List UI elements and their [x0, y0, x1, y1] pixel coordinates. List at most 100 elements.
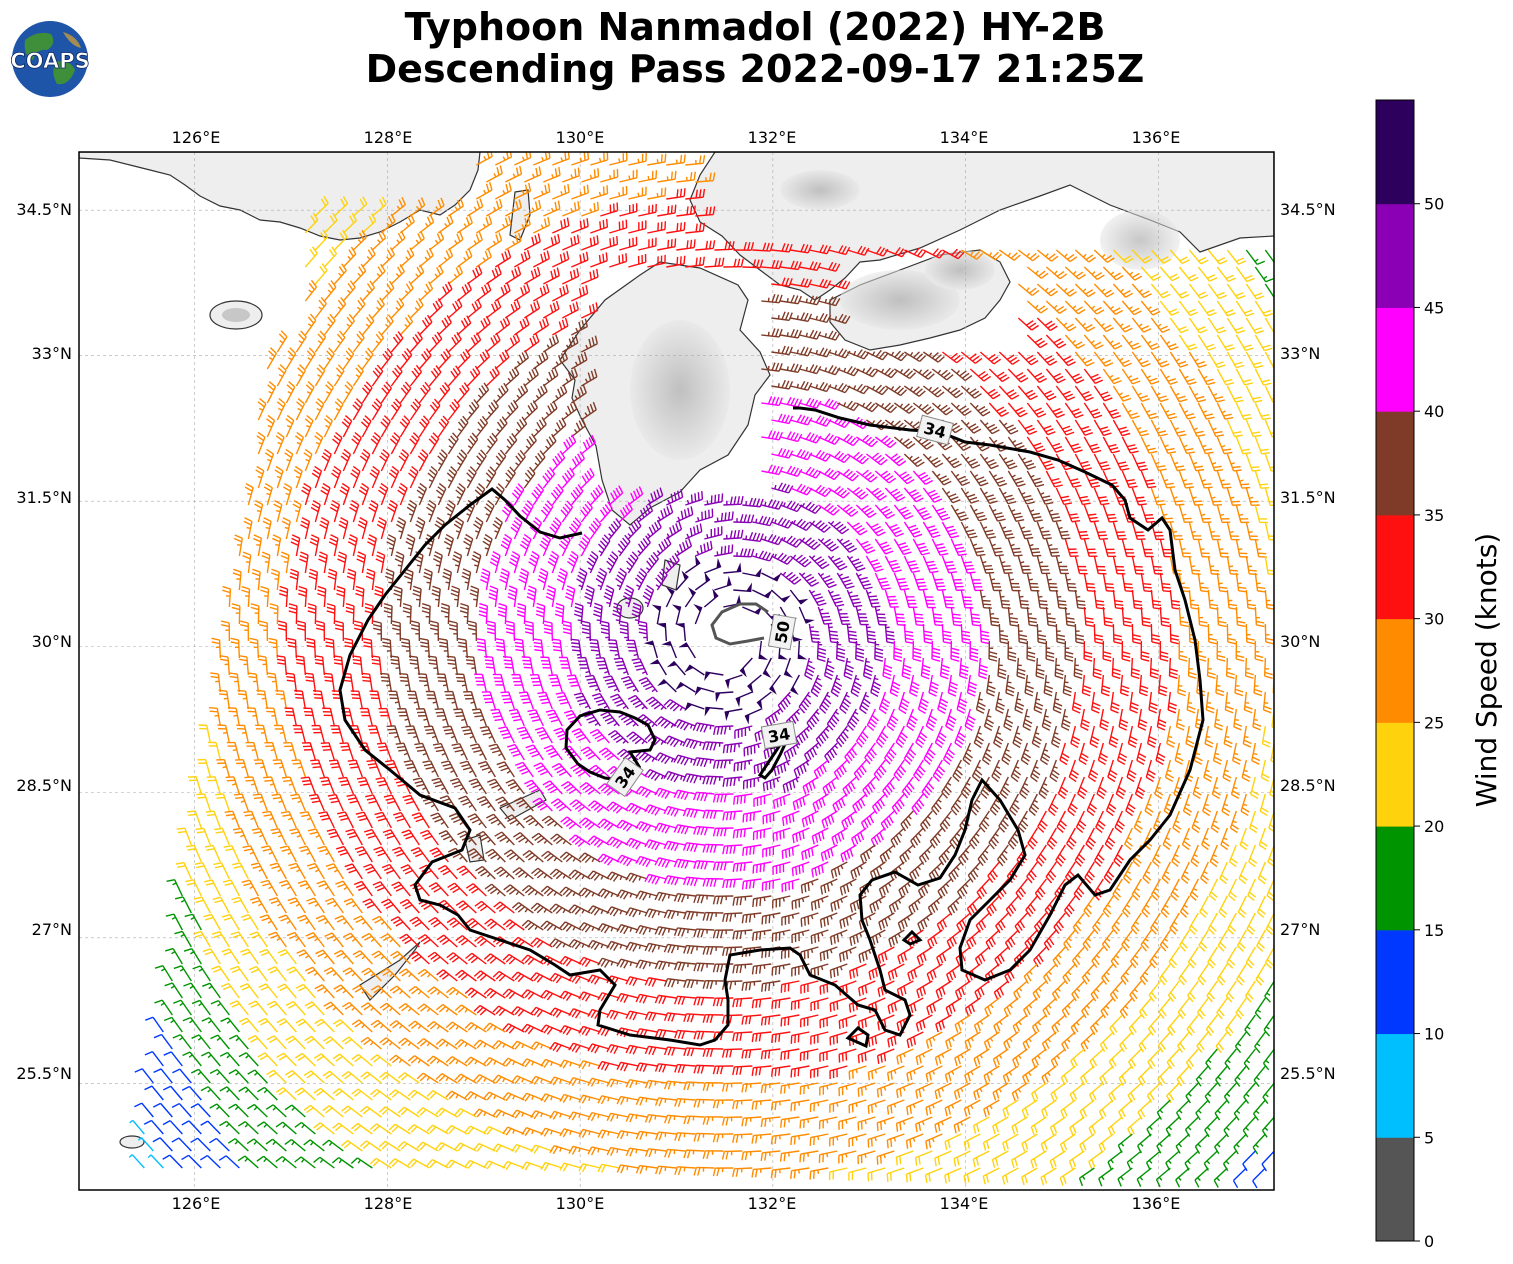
wind-barbs [128, 152, 1274, 1189]
wind-barb [1045, 300, 1067, 314]
colorbar-tick-label: 30 [1424, 610, 1444, 629]
wind-barb [352, 297, 366, 319]
wind-barb [532, 317, 550, 336]
wind-barb [695, 206, 716, 217]
wind-barb [771, 345, 793, 356]
wind-barb [466, 231, 483, 251]
wind-barb [960, 249, 984, 260]
wind-barb [828, 313, 851, 324]
wind-barb [960, 385, 982, 399]
wind-barb [361, 246, 376, 268]
wind-barb [1026, 334, 1048, 349]
wind-barb [533, 152, 551, 166]
wind-barb [771, 311, 793, 322]
wind-barb [562, 234, 580, 251]
wind-barb [1207, 317, 1227, 334]
wind-barb [485, 232, 503, 251]
wind-barb [380, 213, 396, 234]
wind-barb [494, 316, 511, 336]
wind-barb [418, 348, 432, 370]
wind-barb [628, 186, 647, 200]
wind-barb [380, 314, 394, 336]
lon-ticks-top: 126°E 128°E 130°E 132°E 134°E 136°E [172, 128, 1181, 147]
wind-barb [524, 233, 541, 251]
wind-barb [342, 213, 357, 234]
wind-barb [428, 298, 444, 319]
wind-barb [456, 315, 472, 336]
colorbar-bin [1376, 826, 1414, 931]
wind-barb [1055, 283, 1077, 297]
wind-barb [1207, 283, 1227, 300]
wind-barb [447, 331, 462, 353]
wind-barb [590, 152, 609, 166]
wind-barb [371, 297, 385, 319]
colorbar-bin [1376, 100, 1414, 205]
colorbar-bin [1376, 203, 1414, 308]
wind-barb [1036, 283, 1059, 297]
wind-barb [761, 328, 783, 338]
wind-barb [1150, 249, 1172, 264]
wind-barb [409, 331, 423, 353]
wind-barb [998, 249, 1021, 261]
wind-barb [437, 281, 453, 302]
wind-barb [399, 213, 415, 234]
wind-barb [1121, 300, 1142, 316]
wind-barb [437, 315, 452, 336]
wind-barb [314, 229, 329, 251]
wind-barb [1197, 300, 1217, 317]
wind-barb [399, 314, 414, 336]
colorbar-bin [1376, 722, 1414, 827]
wind-barb [504, 366, 520, 387]
wind-barb [1169, 249, 1190, 265]
wind-barb [542, 367, 559, 387]
wind-barb [543, 200, 561, 217]
wind-barb [475, 215, 493, 234]
wind-barb [447, 264, 464, 285]
wind-barb [647, 187, 667, 200]
wind-barb [276, 330, 288, 353]
wind-barb [1121, 334, 1142, 350]
colorbar-tick-label: 45 [1424, 298, 1444, 317]
wind-barb [1140, 368, 1160, 385]
wind-barb [504, 333, 521, 353]
wind-barb [1140, 266, 1161, 282]
wind-barb [314, 195, 329, 217]
wind-barb [476, 181, 493, 200]
wind-barb [437, 248, 454, 268]
wind-barb [780, 294, 802, 305]
wind-barb [333, 229, 348, 251]
wind-barb [1207, 385, 1225, 403]
wind-barb [342, 280, 356, 302]
wind-barb [552, 251, 570, 268]
wind-barb [1226, 283, 1246, 300]
wind-barb [1131, 249, 1153, 264]
wind-barb [581, 268, 599, 285]
wind-barb [562, 268, 580, 285]
wind-barb [1102, 334, 1123, 350]
wind-barb [532, 350, 549, 370]
wind-barb [1188, 385, 1207, 403]
lat-ticks-right: 34.5°N 33°N 31.5°N 30°N 28.5°N 27°N 25.5… [1280, 200, 1336, 1083]
colorbar-label: Wind Speed (knots) [1470, 533, 1503, 807]
wind-barb [931, 368, 954, 381]
wind-barb [1093, 385, 1113, 402]
wind-barb [428, 331, 443, 353]
wind-barb [409, 197, 426, 217]
wind-barb [923, 248, 946, 259]
logo-text: COAPS [11, 49, 89, 73]
wind-barb [543, 166, 561, 183]
coaps-logo: COAPS [11, 21, 89, 97]
wind-barb [609, 219, 628, 234]
wind-barb [799, 364, 822, 375]
wind-barb [1169, 385, 1188, 403]
wind-barb [333, 364, 345, 387]
wind-barb [295, 364, 306, 387]
wind-barb [1055, 351, 1076, 367]
wind-barb [352, 364, 364, 387]
wind-barb [856, 366, 879, 378]
wind-barb [504, 299, 521, 319]
title-line-2: Descending Pass 2022-09-17 21:25Z [365, 47, 1145, 91]
colorbar-bin [1376, 618, 1414, 723]
colorbar-bin [1376, 307, 1414, 412]
